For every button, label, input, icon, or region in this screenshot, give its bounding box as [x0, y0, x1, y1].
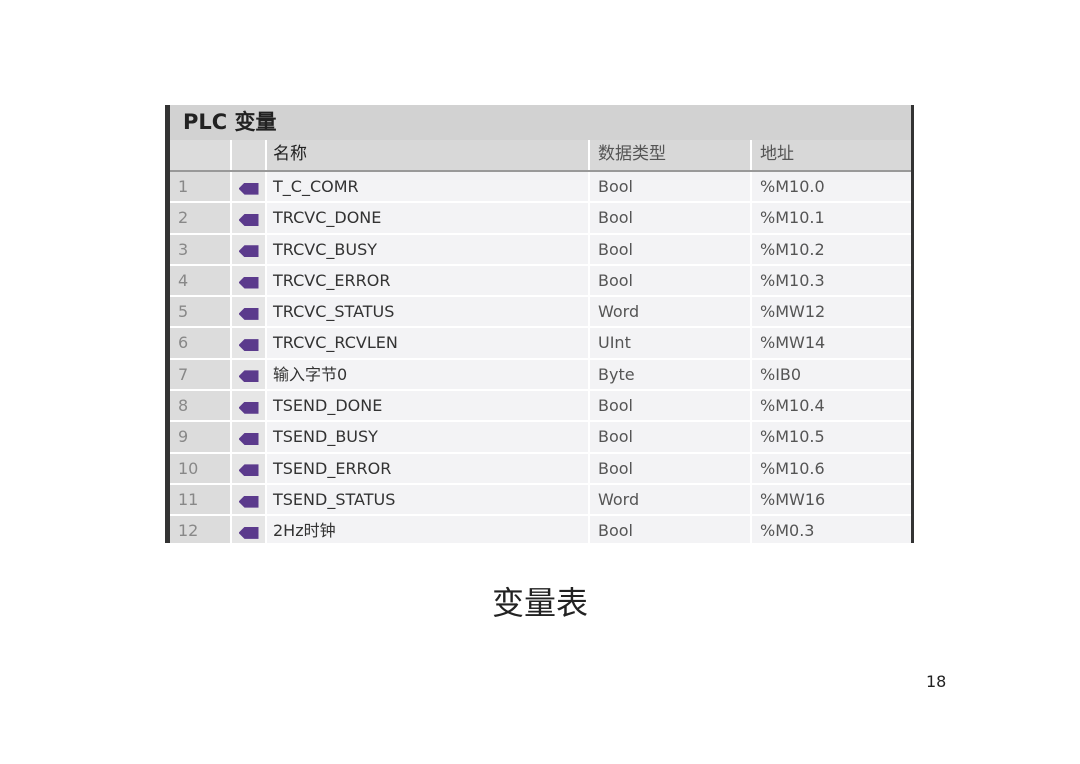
tag-variable-icon — [238, 401, 259, 414]
address[interactable]: %MW16 — [760, 489, 826, 509]
variable-name[interactable]: TRCVC_ERROR — [267, 265, 590, 296]
variable-name[interactable]: TRCVC_STATUS — [267, 297, 590, 327]
variable-name[interactable]: T_C_COMR — [267, 172, 590, 202]
data-type[interactable]: Bool — [590, 203, 752, 233]
variable-name[interactable]: 2Hz时钟 — [267, 516, 590, 543]
cell-icon — [232, 359, 267, 390]
address[interactable]: %IB0 — [760, 364, 802, 384]
tag-variable-icon — [238, 182, 259, 195]
row-index: 6 — [170, 328, 232, 358]
data-type[interactable]: UInt — [590, 328, 752, 358]
address[interactable]: %M10.6 — [760, 458, 825, 478]
tag-variable-icon — [238, 213, 259, 226]
cell-icon — [232, 391, 267, 421]
cell-icon — [232, 203, 267, 233]
address[interactable]: %M0.3 — [760, 521, 815, 541]
header-icon — [232, 140, 267, 170]
row-index: 5 — [170, 297, 232, 327]
data-type[interactable]: Bool — [590, 234, 752, 264]
row-index: 2 — [170, 203, 232, 233]
address[interactable]: %M10.0 — [760, 177, 825, 196]
header-name[interactable]: 名称 — [267, 140, 590, 170]
cell-icon — [232, 516, 267, 543]
header-address[interactable]: 地址 — [760, 144, 794, 164]
table-row[interactable]: 11 TSEND_STATUS Word %MW16 — [170, 484, 911, 517]
address[interactable]: %M10.3 — [760, 270, 825, 290]
variable-name[interactable]: TSEND_ERROR — [267, 453, 590, 483]
cell-icon — [232, 328, 267, 358]
table-row[interactable]: 7 输入字节0 Byte %IB0 — [170, 359, 911, 392]
data-type[interactable]: Byte — [590, 359, 752, 390]
row-index: 4 — [170, 265, 232, 296]
table-row[interactable]: 8 TSEND_DONE Bool %M10.4 — [170, 391, 911, 423]
header-index — [170, 140, 232, 170]
variable-name[interactable]: TRCVC_RCVLEN — [267, 328, 590, 358]
address[interactable]: %MW12 — [760, 302, 826, 322]
data-type[interactable]: Bool — [590, 453, 752, 483]
row-index: 11 — [170, 484, 232, 515]
address[interactable]: %M10.5 — [760, 427, 825, 447]
variable-name[interactable]: 输入字节0 — [267, 359, 590, 390]
table-row[interactable]: 3 TRCVC_BUSY Bool %M10.2 — [170, 234, 911, 266]
row-index: 12 — [170, 516, 232, 543]
tag-variable-icon — [238, 464, 259, 477]
table-row[interactable]: 12 2Hz时钟 Bool %M0.3 — [170, 516, 911, 543]
address[interactable]: %M10.2 — [760, 239, 825, 259]
page-number: 18 — [926, 672, 947, 691]
cell-icon — [232, 297, 267, 327]
header-data-type[interactable]: 数据类型 — [590, 140, 752, 170]
address[interactable]: %M10.4 — [760, 396, 825, 416]
cell-icon — [232, 265, 267, 296]
table-row[interactable]: 1 T_C_COMR Bool %M10.0 — [170, 172, 911, 204]
row-index: 10 — [170, 453, 232, 483]
tag-variable-icon — [238, 339, 259, 352]
data-type[interactable]: Bool — [590, 172, 752, 202]
row-index: 7 — [170, 359, 232, 390]
table-row[interactable]: 5 TRCVC_STATUS Word %MW12 — [170, 297, 911, 329]
variable-name[interactable]: TSEND_DONE — [267, 391, 590, 421]
data-type[interactable]: Bool — [590, 516, 752, 543]
row-index: 8 — [170, 391, 232, 421]
slide-caption: 变量表 — [491, 584, 588, 622]
tag-variable-icon — [238, 276, 259, 289]
variable-name[interactable]: TSEND_BUSY — [267, 422, 590, 452]
data-type[interactable]: Word — [590, 297, 752, 327]
data-type[interactable]: Word — [590, 484, 752, 515]
tag-variable-icon — [238, 433, 259, 446]
data-type[interactable]: Bool — [590, 265, 752, 296]
table-row[interactable]: 10 TSEND_ERROR Bool %M10.6 — [170, 453, 911, 485]
data-type[interactable]: Bool — [590, 391, 752, 421]
row-index: 9 — [170, 422, 232, 452]
cell-icon — [232, 422, 267, 452]
panel-title: PLC 变量 — [170, 105, 911, 140]
tag-variable-icon — [238, 245, 259, 258]
tag-variable-icon — [238, 526, 259, 539]
table-header: 名称 数据类型 地址 — [170, 140, 911, 172]
table-row[interactable]: 2 TRCVC_DONE Bool %M10.1 — [170, 203, 911, 235]
cell-icon — [232, 172, 267, 202]
tag-variable-icon — [238, 370, 259, 383]
cell-icon — [232, 484, 267, 515]
table-row[interactable]: 4 TRCVC_ERROR Bool %M10.3 — [170, 265, 911, 298]
table-row[interactable]: 6 TRCVC_RCVLEN UInt %MW14 — [170, 328, 911, 360]
plc-variables-panel: PLC 变量 名称 数据类型 地址 1 T_C_COMR Bool %M10.0… — [165, 105, 914, 543]
variable-name[interactable]: TRCVC_DONE — [267, 203, 590, 233]
variable-name[interactable]: TSEND_STATUS — [267, 484, 590, 515]
table-row[interactable]: 9 TSEND_BUSY Bool %M10.5 — [170, 422, 911, 454]
tag-variable-icon — [238, 307, 259, 320]
variable-name[interactable]: TRCVC_BUSY — [267, 234, 590, 264]
address[interactable]: %MW14 — [760, 333, 826, 353]
row-index: 3 — [170, 234, 232, 264]
address[interactable]: %M10.1 — [760, 208, 825, 228]
cell-icon — [232, 453, 267, 483]
cell-icon — [232, 234, 267, 264]
row-index: 1 — [170, 172, 232, 202]
tag-variable-icon — [238, 495, 259, 508]
data-type[interactable]: Bool — [590, 422, 752, 452]
